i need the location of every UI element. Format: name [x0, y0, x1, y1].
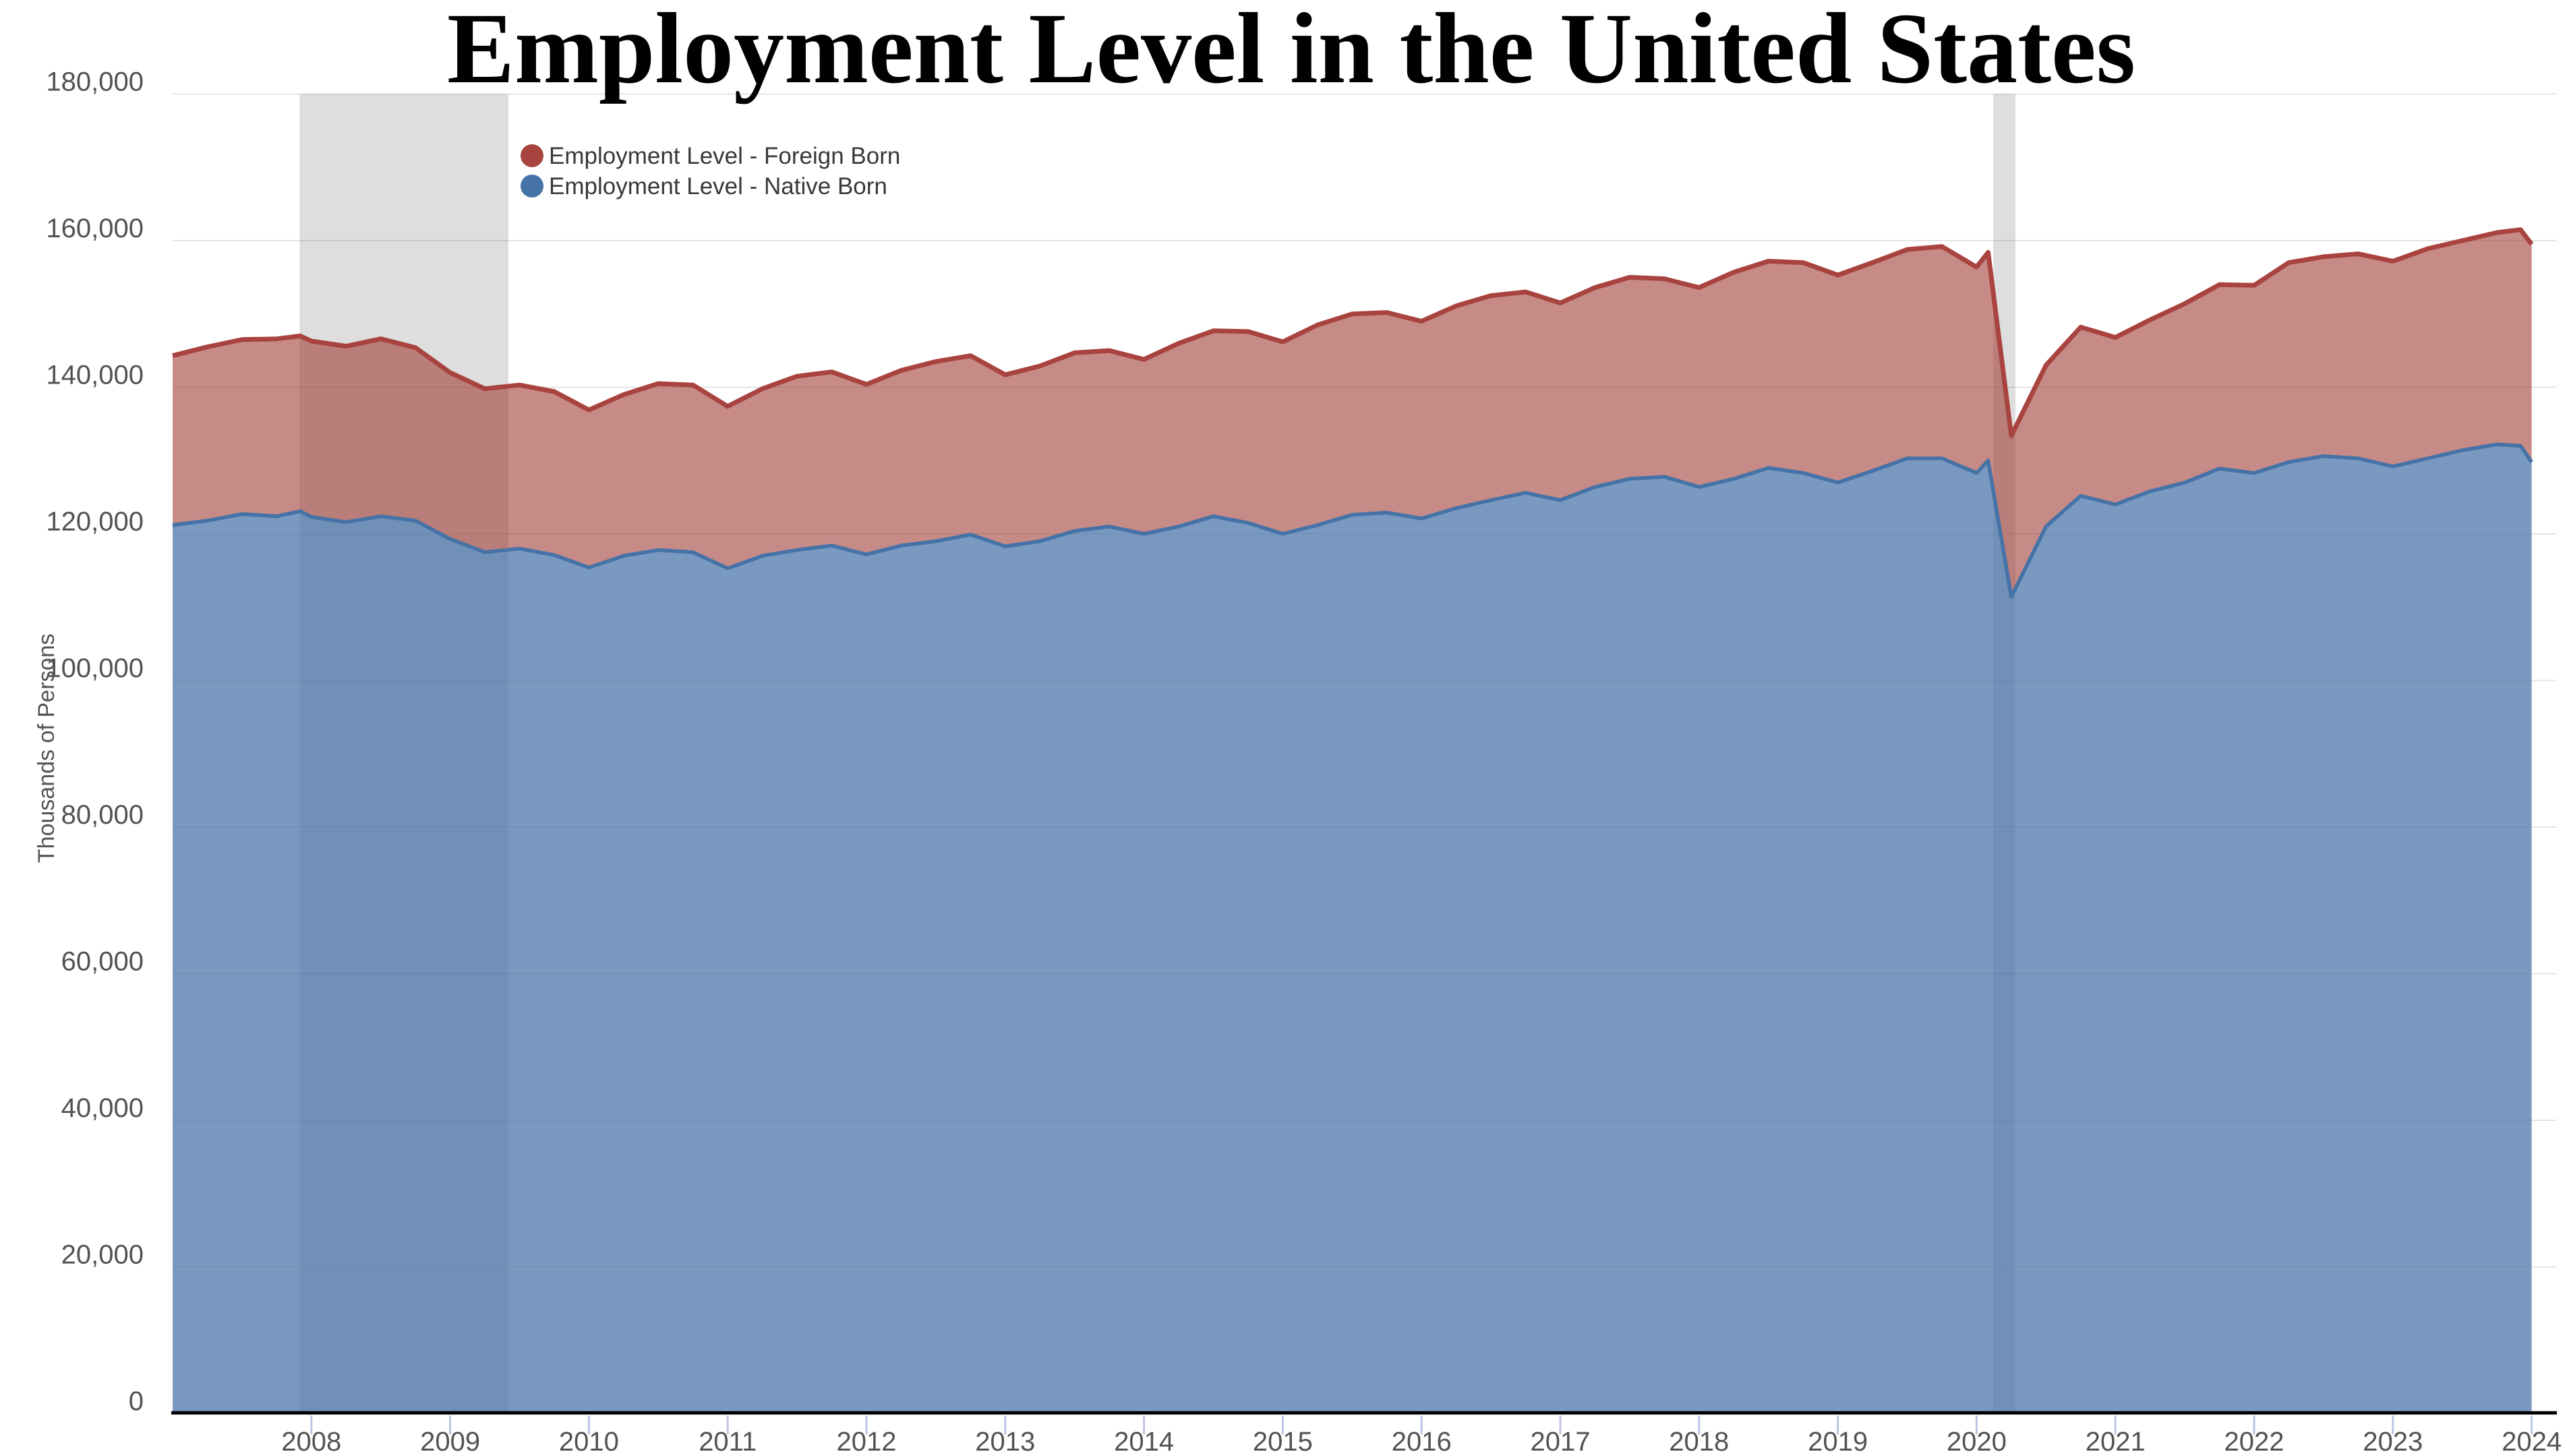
y-tick-label-20000: 20,000: [61, 1240, 144, 1270]
legend-label-foreign-born: Employment Level - Foreign Born: [549, 143, 900, 169]
x-tick-label-2009: 2009: [420, 1427, 480, 1456]
y-tick-label-140000: 140,000: [46, 361, 144, 390]
x-tick-label-2022: 2022: [2224, 1427, 2284, 1456]
axis-labels: 0 20,000 40,000 60,000 80,000 100,000 120,000 1…: [46, 67, 2562, 1456]
x-tick-label-2015: 2015: [1253, 1427, 1313, 1456]
x-tick-label-2012: 2012: [837, 1427, 897, 1456]
native-born-line: [172, 442, 2533, 599]
y-tick-label-80000: 80,000: [61, 800, 144, 830]
x-tick-label-2018: 2018: [1669, 1427, 1729, 1456]
x-tick-label-2014: 2014: [1114, 1427, 1174, 1456]
chart-title: Employment Level in the United States: [447, 0, 2135, 104]
foreign-born-area: [173, 229, 2532, 597]
x-tick-label-2017: 2017: [1531, 1427, 1591, 1456]
x-tick-label-2021: 2021: [2086, 1427, 2146, 1456]
y-tick-label-160000: 160,000: [46, 214, 144, 243]
y-tick-label-180000: 180,000: [46, 67, 144, 97]
x-tick-label-2011: 2011: [699, 1427, 757, 1456]
x-axis: [171, 1411, 2557, 1434]
y-tick-label-100000: 100,000: [46, 654, 144, 684]
legend-marker-native-born: [521, 175, 543, 198]
y-tick-label-120000: 120,000: [46, 507, 144, 537]
y-axis-title: Thousands of Persons: [34, 634, 59, 863]
x-tick-label-2024: 2024: [2502, 1427, 2562, 1456]
x-tick-label-2020: 2020: [1947, 1427, 2007, 1456]
x-tick-label-2013: 2013: [975, 1427, 1035, 1456]
x-tick-label-2019: 2019: [1808, 1427, 1868, 1456]
y-tick-label-40000: 40,000: [61, 1093, 144, 1123]
x-tick-label-2023: 2023: [2363, 1427, 2423, 1456]
x-tick-label-2016: 2016: [1392, 1427, 1452, 1456]
legend-marker-foreign-born: [521, 144, 543, 167]
legend-label-native-born: Employment Level - Native Born: [549, 173, 887, 200]
y-tick-label-60000: 60,000: [61, 947, 144, 977]
x-tick-label-2008: 2008: [281, 1427, 341, 1456]
native-born-area: [173, 444, 2532, 1413]
y-tick-label-0: 0: [129, 1387, 144, 1416]
x-tick-label-2010: 2010: [559, 1427, 619, 1456]
area-series: [172, 227, 2534, 1413]
foreign-born-line: [172, 227, 2534, 438]
legend: Employment Level - Foreign Born Employme…: [521, 143, 900, 200]
